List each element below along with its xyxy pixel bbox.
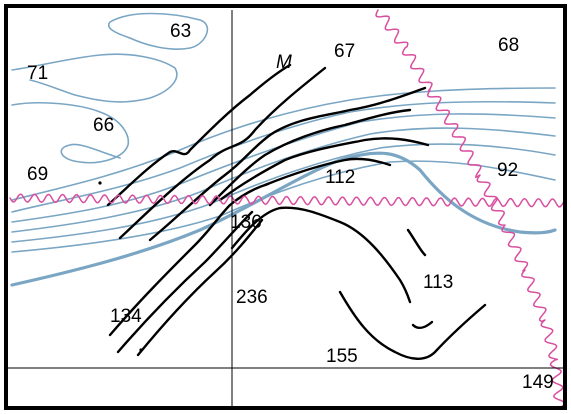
depth-label-68: 68	[498, 35, 519, 56]
contour-line	[11, 101, 130, 164]
map-frame	[4, 4, 567, 410]
depth-label-63: 63	[170, 21, 191, 42]
boundary-line-diagonal	[375, 9, 566, 409]
map-labels: 63 67 68 71 66 69 92 112 136 236 113 134…	[27, 21, 554, 393]
depth-label-66: 66	[93, 115, 114, 136]
ridge-line	[218, 137, 430, 202]
bathymetry-lines	[98, 63, 487, 360]
depth-label-155: 155	[326, 346, 358, 367]
ridge-line	[263, 157, 392, 187]
depth-label-134: 134	[110, 306, 142, 327]
ridge-line	[148, 86, 427, 242]
boundary-lines	[9, 9, 566, 409]
sounding-dot	[98, 181, 102, 185]
ridge-line	[411, 320, 434, 330]
ridge-line	[230, 206, 412, 304]
boundary-line-horizontal	[9, 193, 566, 208]
depth-label-67: 67	[334, 41, 355, 62]
contour-line-major	[10, 151, 557, 287]
ridge-line	[116, 210, 254, 354]
depth-label-71: 71	[27, 63, 48, 84]
depth-label-113: 113	[423, 272, 453, 293]
depth-label-136: 136	[230, 212, 262, 233]
ridge-line	[208, 108, 412, 207]
sounding-dot	[139, 348, 143, 352]
ridge-line	[406, 228, 427, 257]
grid-lines	[8, 10, 566, 410]
contour-line	[11, 127, 556, 233]
feature-label-m: M	[276, 52, 292, 73]
ridge-line	[108, 182, 270, 337]
depth-label-69: 69	[27, 164, 48, 185]
depth-label-92: 92	[497, 160, 518, 181]
contour-line	[108, 12, 209, 50]
ridge-line	[136, 218, 264, 357]
depth-label-149: 149	[522, 372, 554, 393]
contour-line	[11, 143, 556, 243]
depth-label-236: 236	[236, 287, 268, 308]
depth-label-112: 112	[325, 167, 355, 188]
ridge-line	[338, 290, 487, 360]
ridge-line	[106, 63, 292, 207]
contour-line	[11, 53, 178, 103]
